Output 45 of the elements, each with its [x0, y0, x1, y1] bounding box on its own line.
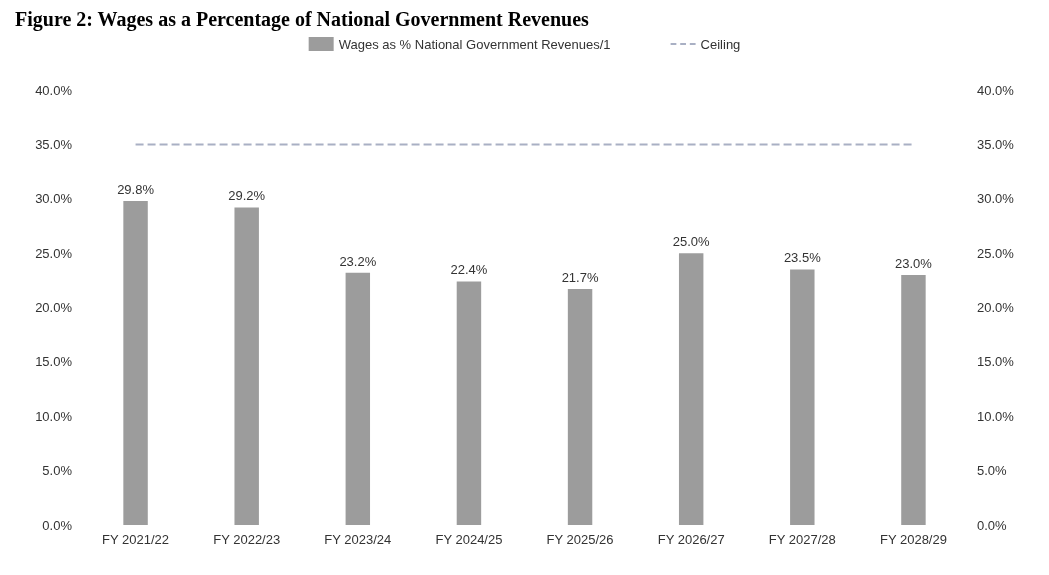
x-tick-label: FY 2021/22	[102, 532, 170, 547]
y2-tick-label: 20.0%	[977, 300, 1015, 315]
bar	[123, 200, 148, 525]
y2-tick-label: 35.0%	[977, 136, 1015, 152]
x-tick-label: FY 2027/28	[768, 532, 836, 547]
data-label: 29.2%	[228, 188, 266, 204]
legend-label: Ceiling	[700, 36, 741, 52]
y2-tick-label: 40.0%	[977, 82, 1015, 98]
bar	[901, 274, 926, 525]
y-tick-label: 0.0%	[42, 517, 73, 533]
y-tick-label: 20.0%	[35, 300, 73, 315]
bar	[790, 269, 815, 525]
data-label: 25.0%	[672, 234, 711, 250]
bar	[567, 289, 593, 525]
bar	[678, 253, 704, 525]
y2-tick-label: 0.0%	[977, 517, 1008, 533]
bar	[234, 207, 259, 525]
y2-tick-label: 5.0%	[977, 463, 1008, 479]
bar	[456, 281, 482, 525]
y-tick-label: 5.0%	[42, 463, 73, 479]
y2-tick-label: 15.0%	[977, 354, 1015, 370]
y-tick-label: 25.0%	[35, 245, 73, 261]
y-tick-label: 40.0%	[35, 82, 73, 98]
data-label: 23.2%	[339, 253, 377, 269]
data-label: 23.5%	[783, 250, 822, 266]
data-label: 23.0%	[895, 255, 933, 271]
x-tick-label: FY 2028/29	[879, 532, 947, 547]
y2-tick-label: 10.0%	[977, 408, 1015, 424]
y-tick-label: 15.0%	[35, 354, 73, 370]
bar	[345, 272, 371, 525]
x-tick-label: FY 2024/25	[435, 532, 503, 547]
chart-title: Figure 2: Wages as a Percentage of National Government Revenues	[15, 8, 590, 31]
data-label: 29.8%	[117, 181, 155, 197]
x-tick-label: FY 2025/26	[546, 532, 614, 547]
data-label: 21.7%	[561, 270, 599, 286]
y2-tick-label: 25.0%	[977, 245, 1015, 261]
legend-label: Wages as % National Government Revenues/1	[338, 36, 611, 52]
y-tick-label: 10.0%	[35, 408, 73, 424]
y-tick-label: 30.0%	[35, 191, 73, 207]
x-tick-label: FY 2026/27	[657, 532, 725, 547]
data-label: 22.4%	[450, 262, 488, 278]
y-tick-label: 35.0%	[35, 136, 73, 152]
x-tick-label: FY 2022/23	[213, 532, 281, 547]
y2-tick-label: 30.0%	[977, 191, 1015, 207]
x-tick-label: FY 2023/24	[324, 532, 392, 547]
